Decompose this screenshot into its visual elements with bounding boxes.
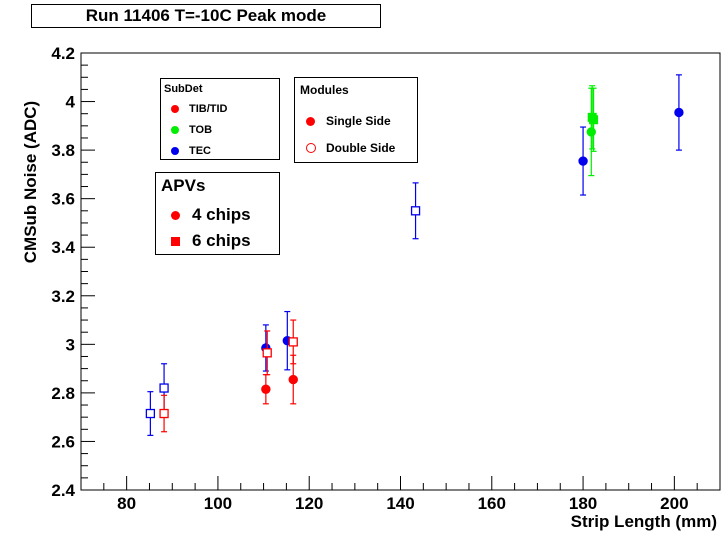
data-points bbox=[145, 74, 684, 436]
data-point bbox=[288, 319, 298, 365]
legend-label: 4 chips bbox=[192, 205, 251, 224]
x-tick-label: 180 bbox=[569, 494, 597, 513]
y-tick-label: 4.2 bbox=[51, 44, 75, 63]
legend-modules: Modules Single Side Double Side bbox=[294, 77, 418, 163]
legend-marker-tib bbox=[171, 105, 179, 113]
legend-label: Single Side bbox=[326, 114, 391, 128]
legend-marker-6-chips bbox=[171, 236, 180, 246]
y-tick-label: 4 bbox=[66, 93, 76, 112]
x-axis-title: Strip Length (mm) bbox=[570, 512, 717, 531]
legend-apvs-item: 6 chips bbox=[171, 231, 251, 251]
data-point bbox=[586, 87, 596, 177]
y-axis-title: CMSub Noise (ADC) bbox=[21, 100, 40, 264]
marker-filled-square bbox=[589, 115, 599, 125]
legend-marker-single-side bbox=[306, 116, 315, 126]
legend-subdet: SubDet TIB/TID TOB TEC bbox=[160, 78, 280, 160]
legend-subdet-header: SubDet bbox=[164, 83, 203, 95]
axes: 2.4 2.6 2.8 3 3.2 3.4 3.6 3.8 4 4.2 80 100 120 140 160… bbox=[51, 44, 721, 513]
data-point bbox=[261, 374, 271, 405]
y-tick-label: 3 bbox=[66, 335, 75, 354]
legend-modules-item: Double Side bbox=[306, 141, 395, 155]
y-tick-label: 3.4 bbox=[51, 238, 75, 257]
legend-subdet-item: TIB/TID bbox=[171, 103, 228, 115]
legend-label: TIB/TID bbox=[189, 103, 228, 115]
marker-open-square bbox=[159, 383, 169, 393]
legend-apvs-header: APVs bbox=[161, 176, 206, 195]
legend-apvs: APVs 4 chips 6 chips bbox=[155, 172, 280, 255]
x-tick-label: 200 bbox=[660, 494, 688, 513]
data-point bbox=[159, 394, 169, 433]
legend-label: TEC bbox=[189, 145, 211, 157]
marker-open-square bbox=[159, 408, 169, 419]
data-point bbox=[261, 324, 271, 372]
data-point bbox=[578, 126, 588, 196]
legend-marker-tob bbox=[171, 126, 179, 134]
marker-open-square bbox=[145, 408, 156, 419]
x-tick-label: 160 bbox=[478, 494, 506, 513]
legend-apvs-item: 4 chips bbox=[171, 205, 251, 225]
chart-title: Run 11406 T=-10C Peak mode bbox=[31, 4, 381, 28]
x-tick-label: 80 bbox=[117, 494, 136, 513]
x-tick-label: 140 bbox=[386, 494, 414, 513]
legend-modules-header: Modules bbox=[300, 83, 349, 97]
y-tick-label: 2.4 bbox=[51, 481, 75, 500]
legend-modules-item: Single Side bbox=[306, 114, 391, 128]
data-point bbox=[262, 330, 272, 376]
data-point bbox=[589, 87, 599, 152]
legend-label: Double Side bbox=[326, 141, 396, 155]
marker-filled-circle bbox=[261, 384, 271, 394]
x-tick-label: 100 bbox=[204, 494, 232, 513]
marker-open-square bbox=[288, 337, 298, 347]
legend-marker-tec bbox=[171, 147, 179, 155]
data-point bbox=[674, 74, 684, 151]
marker-filled-circle bbox=[674, 107, 684, 118]
legend-marker-4-chips bbox=[171, 210, 180, 220]
y-tick-label: 3.2 bbox=[51, 287, 75, 306]
data-point bbox=[145, 391, 156, 436]
legend-label: 6 chips bbox=[192, 231, 251, 250]
marker-open-square bbox=[262, 348, 272, 358]
marker-filled-circle bbox=[288, 374, 298, 385]
legend-label: TOB bbox=[189, 124, 213, 136]
legend-subdet-item: TEC bbox=[171, 145, 211, 157]
x-tick-label: 120 bbox=[295, 494, 323, 513]
y-tick-label: 2.6 bbox=[51, 432, 75, 451]
y-tick-label: 2.8 bbox=[51, 384, 75, 403]
marker-filled-circle bbox=[578, 156, 588, 166]
y-tick-label: 3.8 bbox=[51, 141, 75, 160]
legend-subdet-item: TOB bbox=[171, 124, 212, 136]
marker-open-square bbox=[410, 206, 421, 216]
legend-marker-double-side bbox=[306, 143, 316, 153]
marker-filled-circle bbox=[586, 127, 596, 137]
y-tick-label: 3.6 bbox=[51, 190, 75, 209]
data-point bbox=[410, 182, 421, 240]
